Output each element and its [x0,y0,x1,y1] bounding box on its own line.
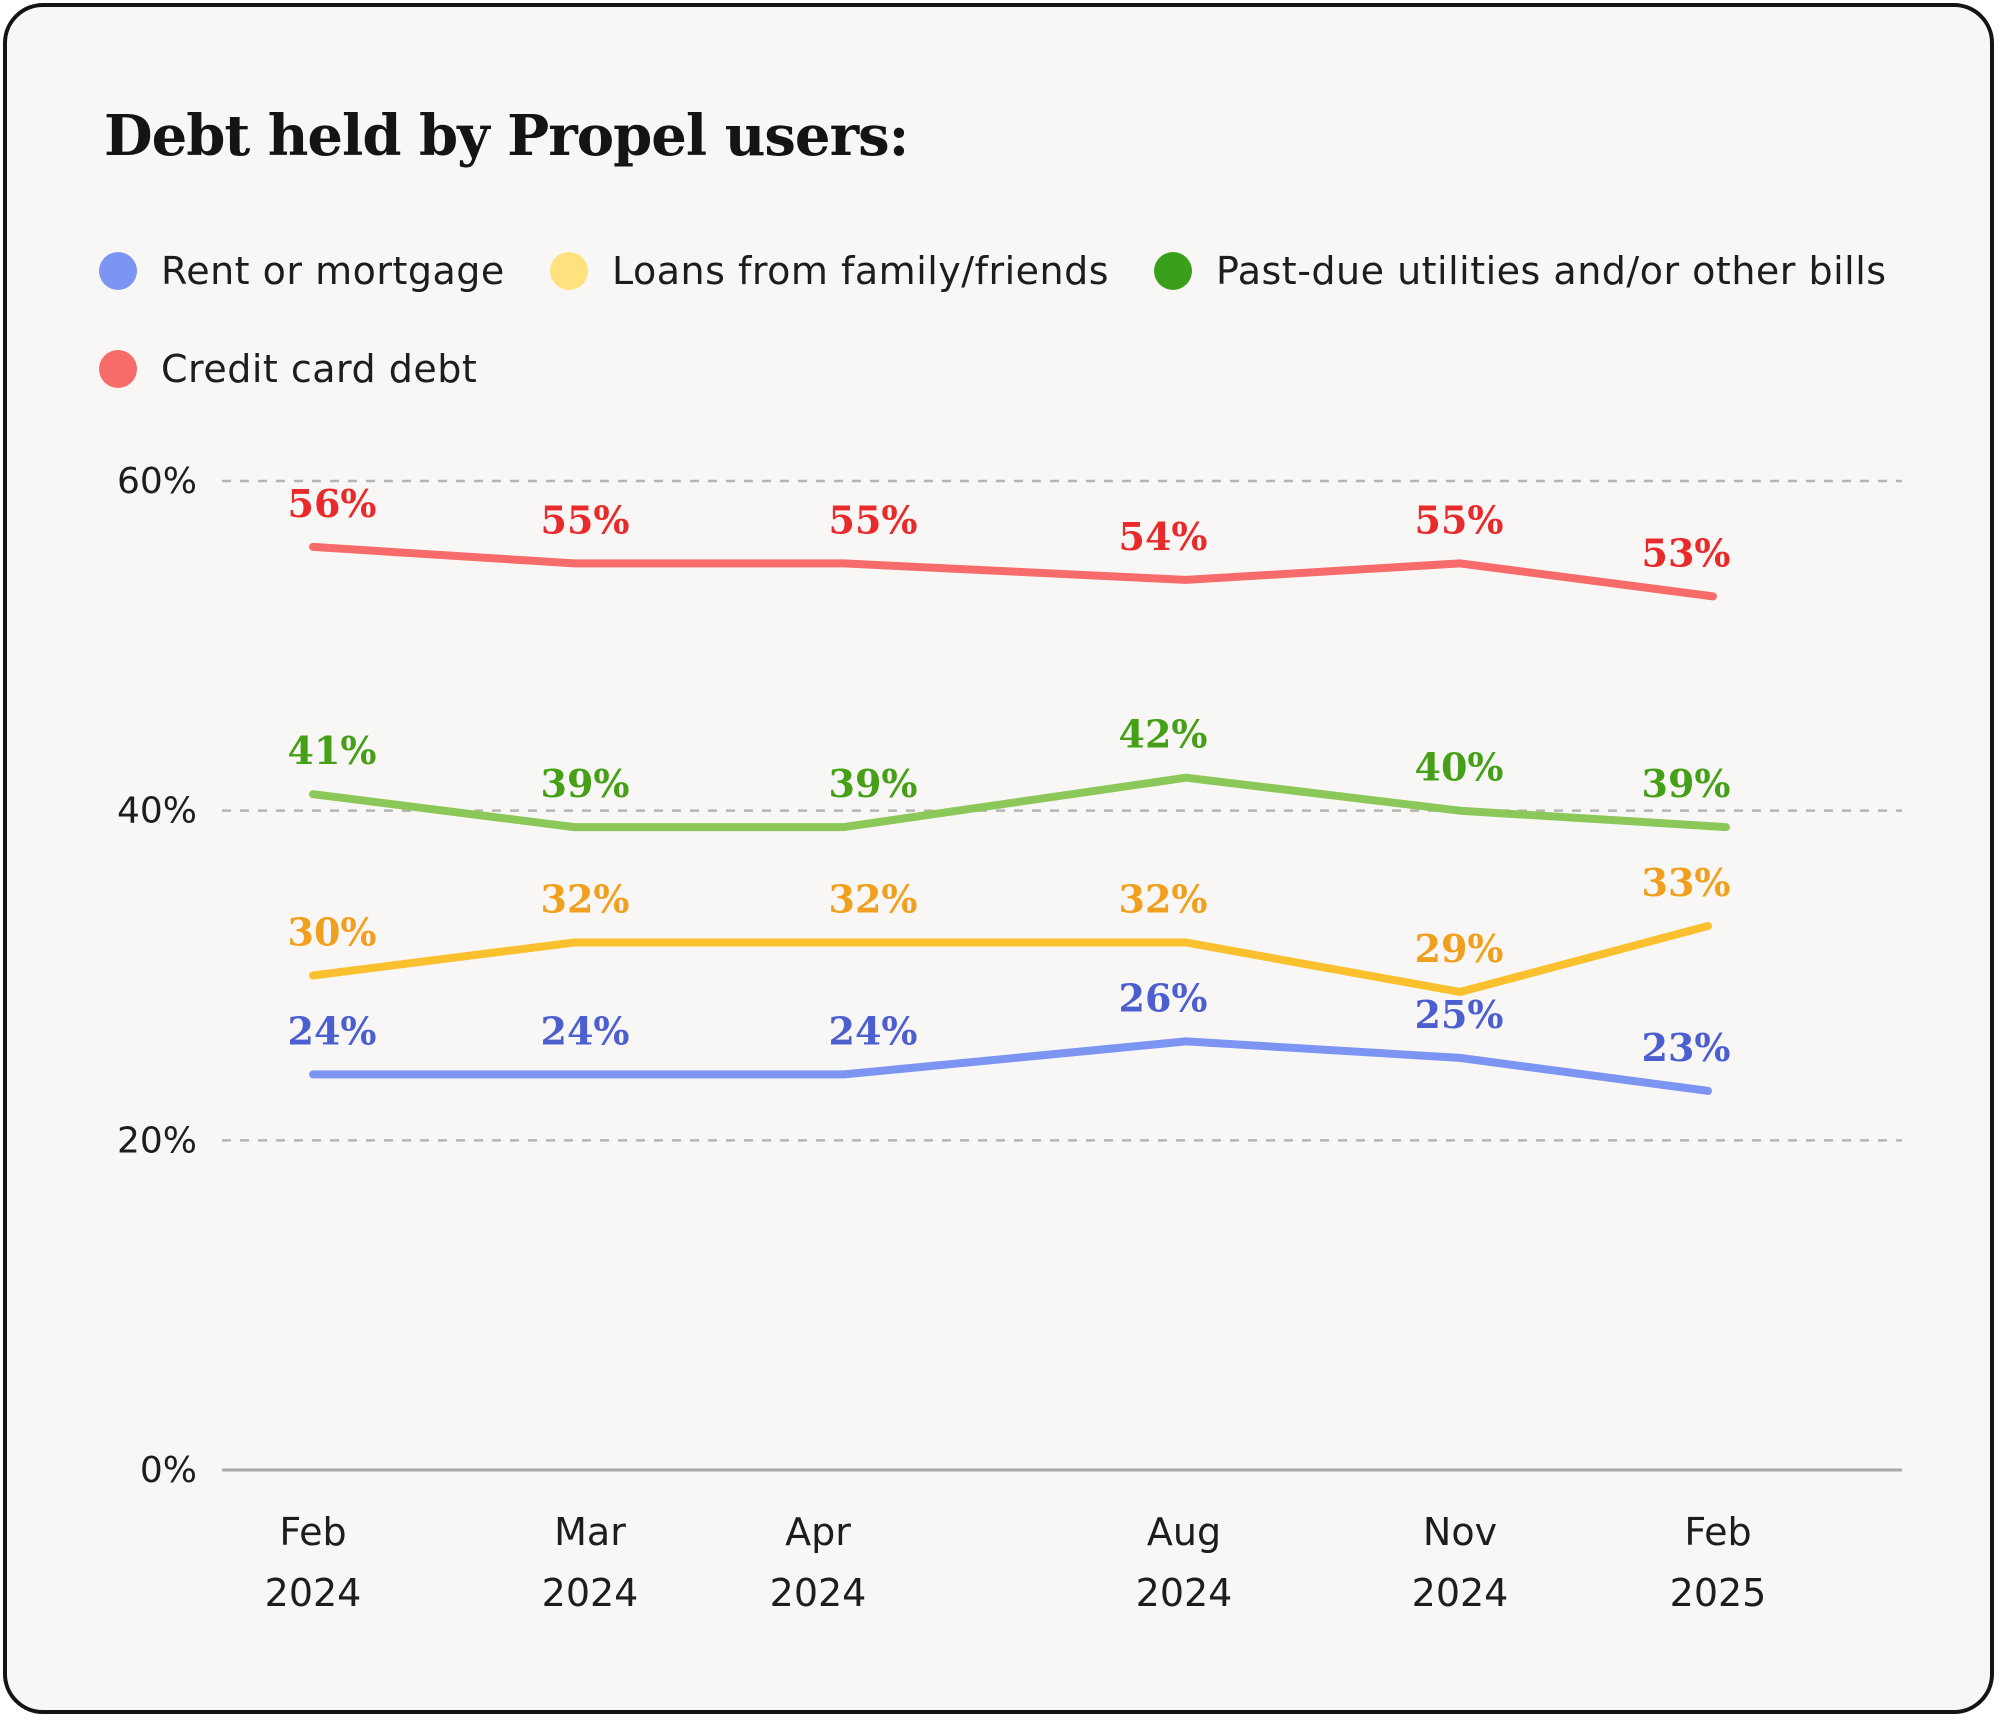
x-tick-year: 2024 [265,1571,362,1615]
x-tick-month: Nov [1423,1510,1497,1554]
legend-item-utilities: Past-due utilities and/or other bills [1154,243,1887,299]
data-label: 23% [1642,1025,1731,1070]
x-tick-month: Mar [554,1510,626,1554]
x-tick-year: 2024 [1136,1571,1233,1615]
y-tick-label: 40% [117,791,197,832]
legend-label-rent: Rent or mortgage [161,249,505,293]
data-label: 40% [1415,745,1504,790]
series-line-2 [309,773,1730,832]
legend-dot-loans [550,252,588,290]
data-label: 53% [1642,530,1731,575]
data-label: 33% [1642,860,1731,905]
x-tick-year: 2024 [542,1571,639,1615]
data-label: 55% [1415,497,1504,542]
legend-dot-rent [99,252,137,290]
data-label: 54% [1119,514,1208,559]
x-tick-month: Aug [1147,1510,1221,1554]
data-label: 56% [288,481,377,526]
y-tick-label: 20% [117,1120,197,1161]
data-label: 41% [288,728,377,773]
legend-dot-credit [99,350,137,388]
chart-card: Debt held by Propel users: Rent or mortg… [3,3,1994,1714]
data-label: 30% [288,910,377,955]
data-label: 32% [1119,877,1208,922]
data-label: 24% [829,1008,918,1053]
chart-title: Debt held by Propel users: [104,103,909,169]
x-tick-year: 2025 [1670,1571,1767,1615]
data-label: 32% [541,877,630,922]
x-tick-month: Feb [279,1510,346,1554]
x-tick-year: 2024 [1412,1571,1509,1615]
series-line-0 [309,1037,1712,1095]
legend-item-rent: Rent or mortgage [99,243,505,299]
data-label: 25% [1415,992,1504,1037]
x-tick-month: Apr [785,1510,851,1554]
y-tick-label: 60% [117,461,197,502]
series-line-1 [309,922,1712,996]
data-label: 42% [1119,712,1208,757]
legend-label-loans: Loans from family/friends [612,249,1110,293]
data-label: 32% [829,877,918,922]
x-tick-month: Feb [1684,1510,1751,1554]
data-label: 39% [541,761,630,806]
data-label: 55% [541,497,630,542]
legend-label-utilities: Past-due utilities and/or other bills [1216,249,1887,293]
legend-item-credit: Credit card debt [99,341,477,397]
data-label: 26% [1119,975,1208,1020]
data-label: 29% [1415,926,1504,971]
data-label: 39% [829,761,918,806]
series-line-3 [309,542,1717,601]
data-label: 24% [288,1008,377,1053]
y-tick-label: 0% [140,1450,197,1491]
data-label: 55% [829,497,918,542]
legend-dot-utilities [1154,252,1192,290]
x-tick-year: 2024 [770,1571,867,1615]
data-label: 24% [541,1008,630,1053]
legend-item-loans: Loans from family/friends [550,243,1109,299]
data-label: 39% [1642,761,1731,806]
legend-label-credit: Credit card debt [161,347,478,391]
